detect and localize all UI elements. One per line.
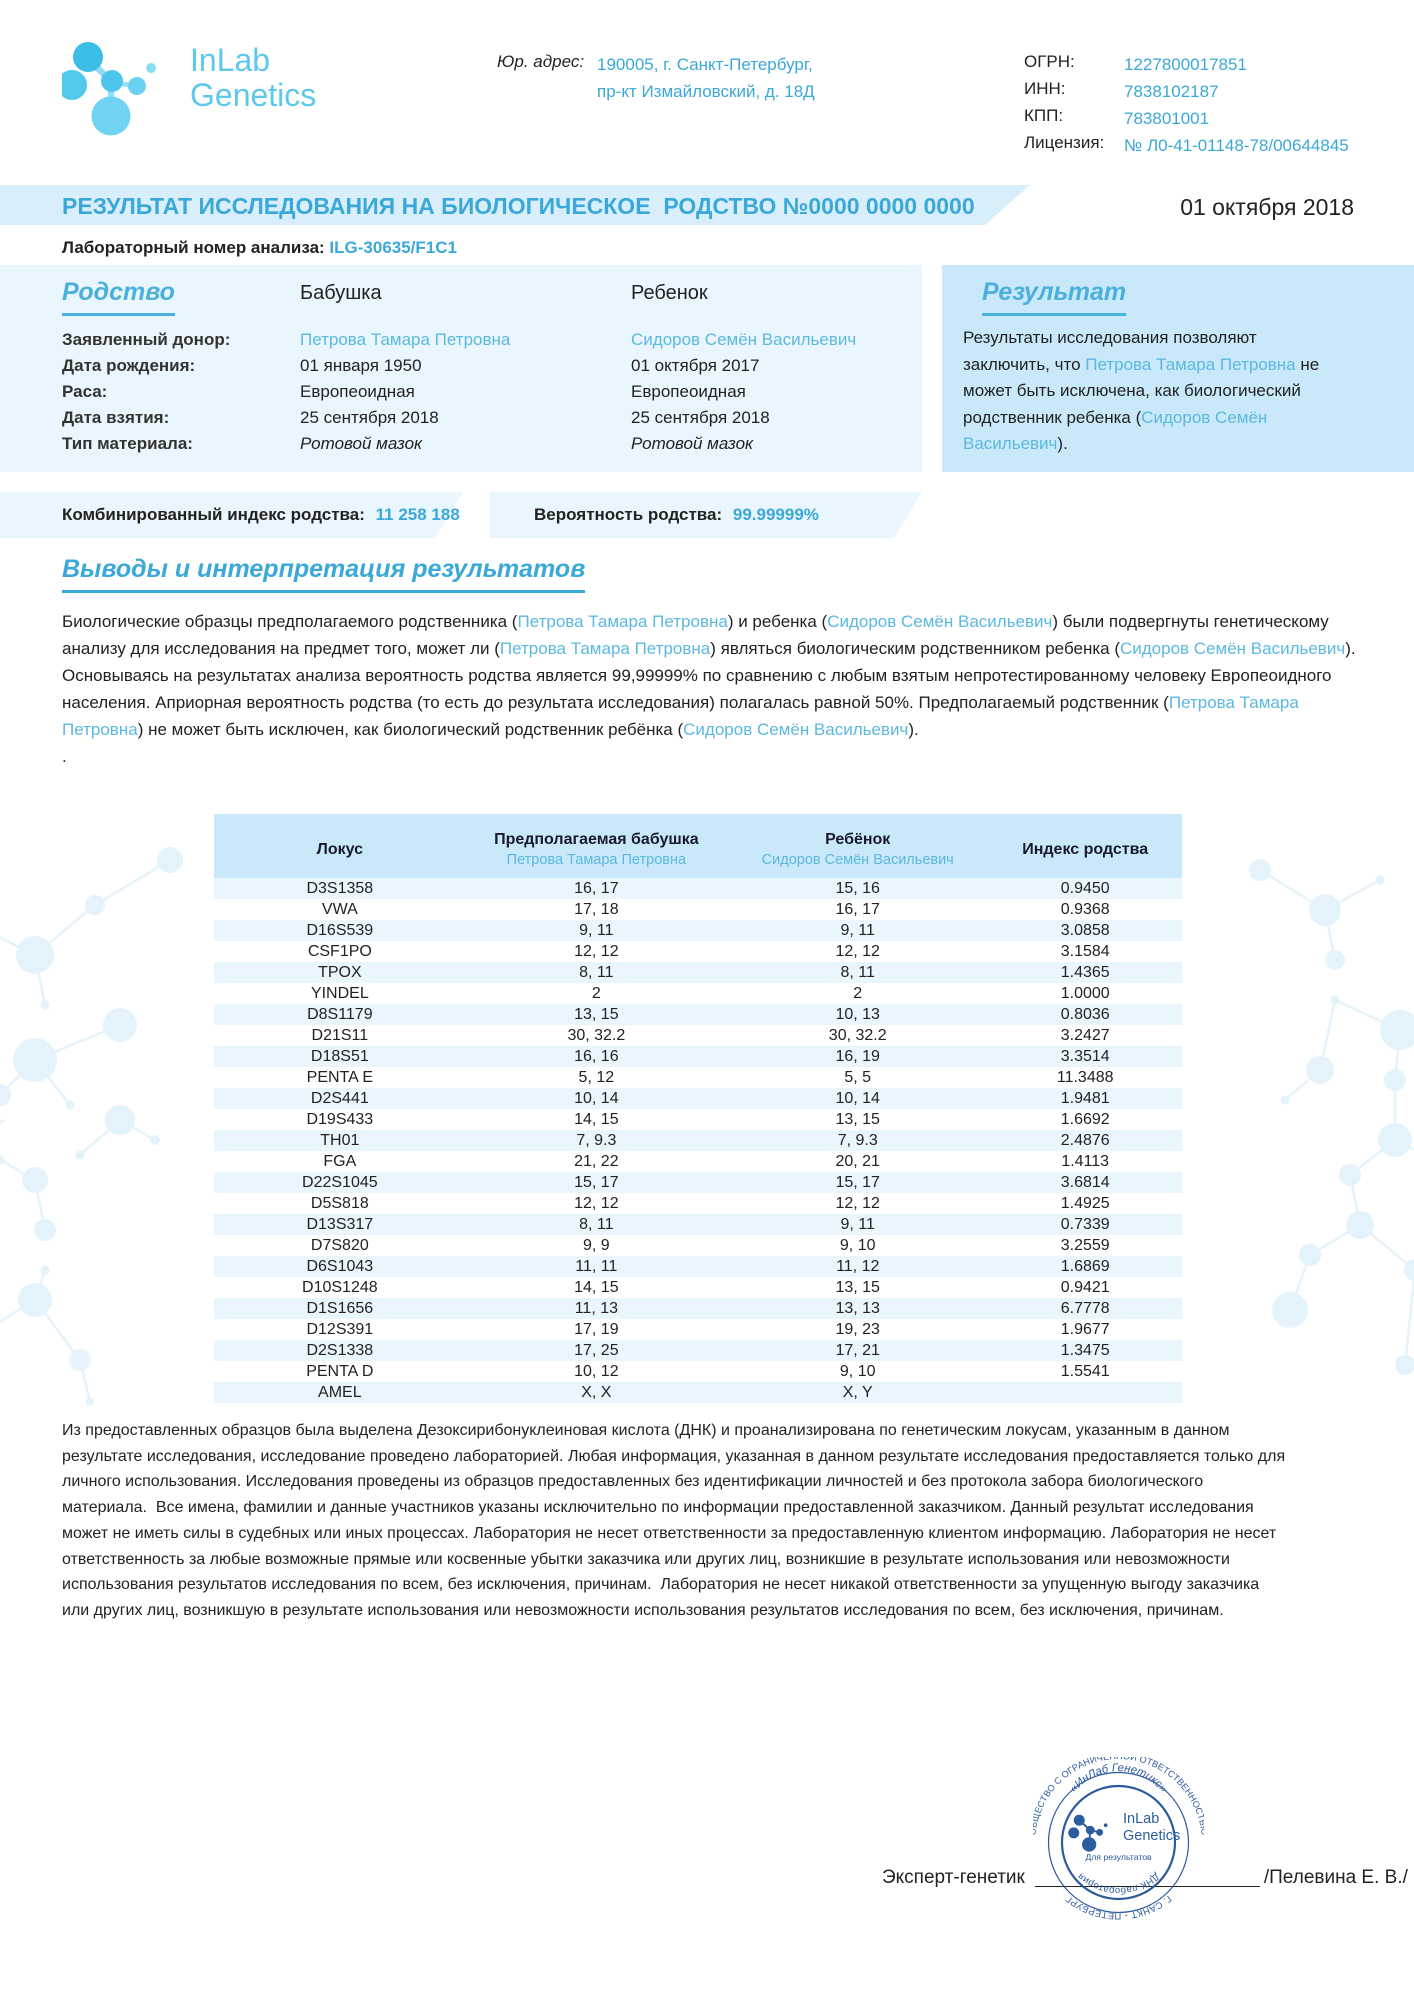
svg-text:Для результатов: Для результатов [1085,1852,1152,1862]
svg-text:InLab: InLab [1123,1811,1159,1827]
svg-text:Genetics: Genetics [1123,1828,1180,1844]
svg-text:ДНК лаборатория: ДНК лаборатория [1076,1870,1161,1896]
svg-text:Г. САНКТ - ПЕТЕРБУРГ: Г. САНКТ - ПЕТЕРБУРГ [1064,1894,1174,1921]
